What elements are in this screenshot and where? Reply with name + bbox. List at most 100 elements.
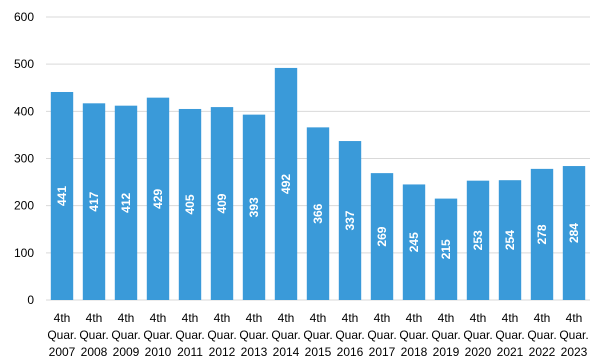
bar-value-label: 366	[311, 203, 325, 223]
x-tick-label-line: Quar.	[175, 328, 204, 342]
bar	[370, 173, 394, 300]
bar-value-label: 245	[407, 232, 421, 252]
x-tick-label: 4th Quar. 2015	[303, 311, 332, 359]
x-tick-label-line: 4th	[374, 311, 391, 325]
bar	[146, 97, 170, 300]
x-tick-label-line: 4th	[502, 311, 519, 325]
bar	[306, 127, 330, 301]
x-tick-label-line: 4th	[54, 311, 71, 325]
bar-value-label: 429	[151, 188, 165, 208]
bar-data-labels: 441 417 412 429 405 409 393 492 366 337 269 245 215 2…	[55, 174, 581, 260]
bar-value-label: 393	[247, 197, 261, 217]
x-tick-label: 4th Quar. 2018	[399, 311, 428, 359]
x-tick-label-line: Quar.	[79, 328, 108, 342]
x-tick-label-line: Quar.	[431, 328, 460, 342]
x-tick-label: 4th Quar. 2021	[495, 311, 524, 359]
y-tick-label: 600	[14, 10, 34, 24]
x-tick-label: 4th Quar. 2023	[559, 311, 588, 359]
x-tick-label-line: 4th	[278, 311, 295, 325]
x-tick-label-line: 4th	[406, 311, 423, 325]
bar	[338, 141, 362, 300]
y-tick-label: 300	[14, 152, 34, 166]
y-tick-label: 200	[14, 199, 34, 213]
x-tick-label-line: 2016	[337, 345, 364, 359]
bar-value-label: 278	[535, 224, 549, 244]
x-tick-label: 4th Quar. 2012	[207, 311, 236, 359]
bar	[274, 67, 298, 300]
x-tick-label: 4th Quar. 2017	[367, 311, 396, 359]
x-tick-label-line: 4th	[118, 311, 135, 325]
x-tick-label-line: Quar.	[495, 328, 524, 342]
x-tick-label-line: Quar.	[399, 328, 428, 342]
x-tick-label-line: 2013	[241, 345, 268, 359]
x-tick-label-line: 2018	[401, 345, 428, 359]
bar-value-label: 405	[183, 194, 197, 214]
x-tick-label-line: Quar.	[207, 328, 236, 342]
x-tick-label-line: 4th	[246, 311, 263, 325]
x-tick-label-line: 4th	[342, 311, 359, 325]
bar	[498, 180, 522, 300]
bar-value-label: 412	[119, 193, 133, 213]
y-axis-tick-labels: 0 100 200 300 400 500 600	[14, 10, 34, 307]
bar	[114, 105, 138, 300]
x-tick-label-line: Quar.	[143, 328, 172, 342]
x-tick-label: 4th Quar. 2022	[527, 311, 556, 359]
x-tick-label-line: 2008	[81, 345, 108, 359]
x-tick-label-line: Quar.	[111, 328, 140, 342]
bar	[466, 180, 490, 300]
x-tick-label-line: 2017	[369, 345, 396, 359]
x-tick-label-line: 2022	[529, 345, 556, 359]
x-tick-label-line: 4th	[470, 311, 487, 325]
bar	[82, 103, 106, 300]
bars	[50, 67, 586, 301]
bar	[210, 107, 234, 300]
x-tick-label: 4th Quar. 2007	[47, 311, 76, 359]
y-tick-label: 500	[14, 57, 34, 71]
x-tick-label: 4th Quar. 2016	[335, 311, 364, 359]
x-tick-label-line: 4th	[438, 311, 455, 325]
x-tick-label-line: Quar.	[559, 328, 588, 342]
x-tick-label: 4th Quar. 2014	[271, 311, 300, 359]
x-tick-label-line: 4th	[214, 311, 231, 325]
x-tick-label-line: 4th	[182, 311, 199, 325]
bar-value-label: 215	[439, 239, 453, 259]
x-tick-label-line: 4th	[150, 311, 167, 325]
bar-value-label: 409	[215, 193, 229, 213]
bar-value-label: 337	[343, 210, 357, 230]
x-tick-label-line: 2012	[209, 345, 236, 359]
bar	[242, 114, 266, 300]
bar-value-label: 417	[87, 191, 101, 211]
x-tick-label-line: Quar.	[527, 328, 556, 342]
bar	[50, 91, 74, 301]
bar-value-label: 269	[375, 226, 389, 246]
x-tick-label-line: 2007	[49, 345, 76, 359]
bar	[178, 108, 202, 300]
x-tick-label-line: Quar.	[303, 328, 332, 342]
x-tick-label-line: 2014	[273, 345, 300, 359]
bar	[402, 184, 426, 300]
bar	[562, 166, 586, 300]
bar-value-label: 441	[55, 186, 69, 206]
x-tick-label-line: Quar.	[271, 328, 300, 342]
bar-value-label: 284	[567, 223, 581, 243]
x-tick-label: 4th Quar. 2013	[239, 311, 268, 359]
x-tick-label: 4th Quar. 2019	[431, 311, 460, 359]
y-tick-label: 0	[27, 293, 34, 307]
bar-value-label: 254	[503, 230, 517, 250]
x-tick-label: 4th Quar. 2009	[111, 311, 140, 359]
x-tick-label: 4th Quar. 2011	[175, 311, 204, 359]
x-tick-label-line: Quar.	[239, 328, 268, 342]
x-tick-label-line: 2020	[465, 345, 492, 359]
x-tick-label-line: Quar.	[367, 328, 396, 342]
x-tick-label: 4th Quar. 2020	[463, 311, 492, 359]
y-tick-label: 400	[14, 104, 34, 118]
x-tick-label-line: 2015	[305, 345, 332, 359]
bar-value-label: 253	[471, 230, 485, 250]
bar-value-label: 492	[279, 174, 293, 194]
x-tick-label-line: 2023	[561, 345, 588, 359]
x-tick-label-line: 4th	[86, 311, 103, 325]
x-tick-label-line: Quar.	[463, 328, 492, 342]
x-tick-label-line: 2011	[177, 345, 203, 359]
